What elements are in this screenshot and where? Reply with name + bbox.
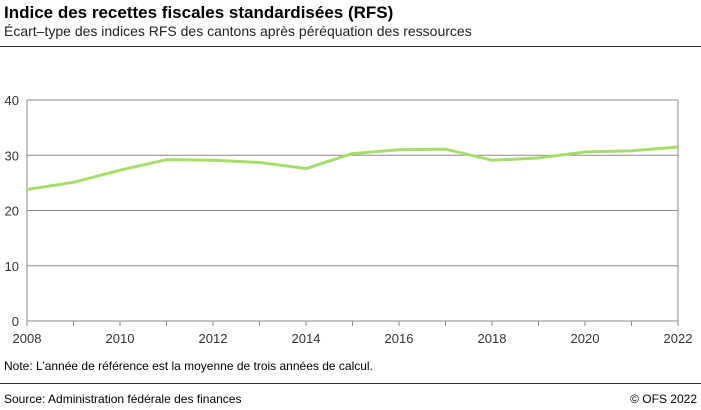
y-tick-label: 20 xyxy=(5,204,19,219)
x-tick-label: 2018 xyxy=(478,331,507,346)
y-tick-label: 10 xyxy=(5,259,19,274)
series-line xyxy=(26,145,679,191)
chart-note: Note: L’année de référence est la moyenn… xyxy=(4,359,373,373)
x-tick-label: 2010 xyxy=(106,331,135,346)
x-tick-label: 2012 xyxy=(199,331,228,346)
chart-title: Indice des recettes fiscales standardisé… xyxy=(4,3,394,22)
header-rule xyxy=(0,46,701,47)
x-tick-label: 2008 xyxy=(13,331,42,346)
y-tick-label: 40 xyxy=(5,93,19,108)
chart-subtitle: Écart–type des indices RFS des cantons a… xyxy=(4,23,472,39)
footer-rule xyxy=(0,383,701,384)
x-tick-label: 2016 xyxy=(385,331,414,346)
x-tick-label: 2022 xyxy=(664,331,693,346)
y-tick-label: 30 xyxy=(5,148,19,163)
x-tick-label: 2020 xyxy=(571,331,600,346)
chart-source: Source: Administration fédérale des fina… xyxy=(4,392,242,406)
copyright: © OFS 2022 xyxy=(630,392,697,406)
y-tick-label: 0 xyxy=(12,314,19,329)
x-tick-label: 2014 xyxy=(292,331,321,346)
